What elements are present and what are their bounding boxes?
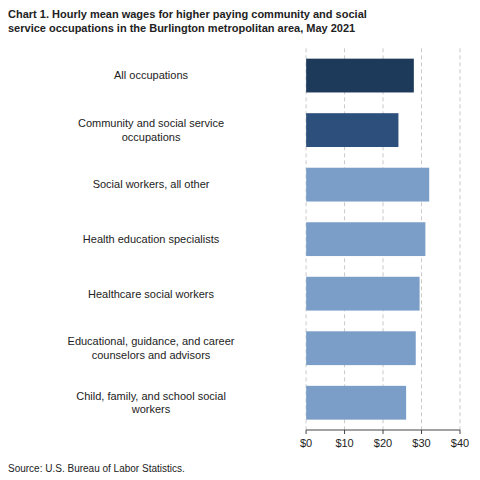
x-tick [460, 430, 461, 434]
category-label-line: Healthcare social workers [88, 288, 214, 300]
category-label-line: Health education specialists [83, 233, 220, 245]
category-label-line: Child, family, and school social [76, 390, 226, 402]
x-tick [306, 430, 307, 434]
y-axis-labels: Child, family, and school socialworkers E… [68, 69, 235, 415]
category-label: All occupations [114, 69, 188, 81]
bar [306, 331, 416, 365]
category-label-line: occupations [122, 131, 181, 143]
bar [306, 59, 414, 93]
grid-line [460, 48, 461, 430]
category-label-line: Educational, guidance, and career [68, 335, 235, 347]
x-tick [344, 430, 345, 434]
x-tick-label: $20 [374, 437, 392, 449]
title-line: Chart 1. Hourly mean wages for higher pa… [8, 8, 367, 20]
bar [306, 386, 406, 420]
category-label: Healthcare social workers [88, 288, 214, 300]
category-label-line: counselors and advisors [92, 349, 211, 361]
x-tick-label: $0 [300, 437, 312, 449]
x-tick [421, 430, 422, 434]
title: Chart 1. Hourly mean wages for higher pa… [8, 8, 367, 34]
category-label-line: All occupations [114, 69, 188, 81]
x-tick-label: $30 [412, 437, 430, 449]
bars [306, 59, 429, 420]
bar [306, 277, 420, 311]
category-label-line: Community and social service [78, 117, 224, 129]
grid [306, 48, 460, 430]
category-label: Community and social service occupations [78, 117, 224, 142]
title-line: service occupations in the Burlington me… [8, 22, 355, 34]
source-note: Source: U.S. Bureau of Labor Statistics. [8, 463, 185, 474]
category-label-line: Social workers, all other [93, 178, 210, 190]
bar [306, 113, 398, 147]
x-axis: $0 $10 $20 $30 $40 [300, 430, 469, 449]
x-tick-label: $10 [335, 437, 353, 449]
bar [306, 168, 429, 202]
category-label: Educational, guidance, and career counsel… [68, 335, 235, 360]
x-tick [383, 430, 384, 434]
bar [306, 222, 425, 256]
category-label: Child, family, and school socialworkers [76, 390, 226, 415]
category-label-line: workers [131, 403, 171, 415]
x-tick-label: $40 [451, 437, 469, 449]
chart: Chart 1. Hourly mean wages for higher pa… [0, 0, 480, 480]
category-label: Health education specialists [83, 233, 220, 245]
category-label: Social workers, all other [93, 178, 210, 190]
